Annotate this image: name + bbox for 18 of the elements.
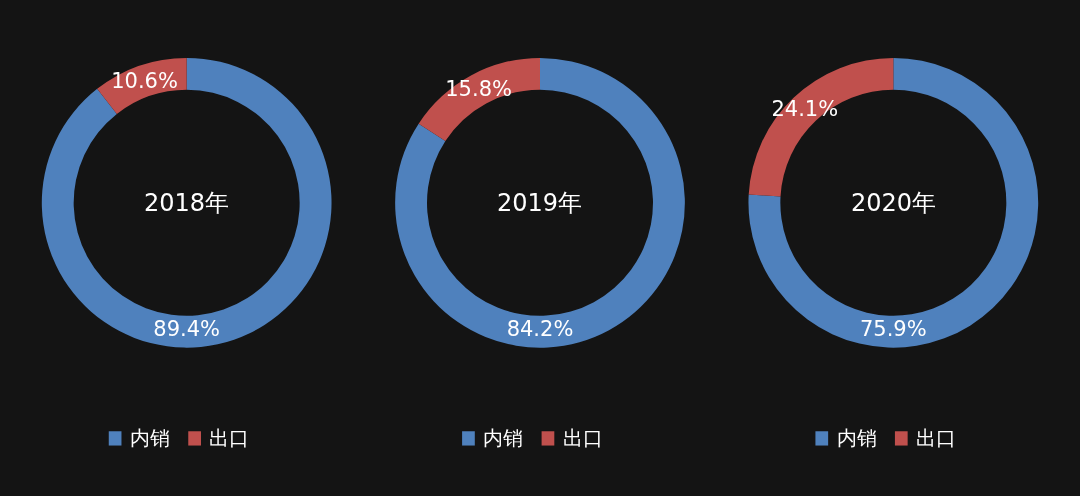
data-label: 10.6% [111, 68, 178, 93]
donut-slice [418, 57, 540, 142]
donut-slice [748, 57, 1039, 348]
legend-label: 出口 [563, 426, 603, 450]
data-label: 15.8% [445, 77, 512, 102]
legend-label: 内销 [837, 426, 877, 450]
legend-label: 出口 [916, 426, 956, 450]
data-label: 84.2% [506, 317, 574, 342]
legend-label: 内销 [483, 426, 523, 450]
text: 2018年 [144, 189, 230, 217]
text: 2019年 [497, 189, 583, 217]
legend-label: 内销 [130, 426, 170, 450]
data-label: 89.4% [153, 317, 221, 342]
text: 2020年 [851, 189, 937, 217]
donut-slice [395, 57, 685, 348]
legend-label: 出口 [209, 426, 249, 450]
donut-slice [41, 57, 332, 348]
data-label: 75.9% [859, 317, 927, 342]
